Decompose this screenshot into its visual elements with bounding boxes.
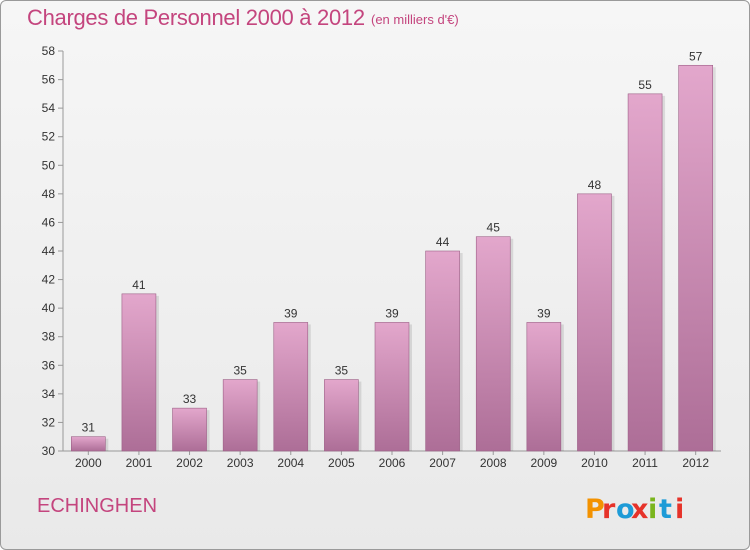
x-tick-label: 2006 — [379, 456, 406, 470]
y-tick-label: 50 — [42, 158, 56, 172]
y-tick-label: 38 — [42, 330, 56, 344]
data-label: 45 — [487, 221, 501, 235]
bar — [526, 322, 562, 452]
bar — [172, 407, 207, 452]
logo-letter: i — [675, 494, 684, 525]
x-tick-label: 2005 — [328, 456, 355, 470]
commune-name: ECHINGHEN — [37, 495, 158, 517]
bar — [71, 436, 106, 452]
chart-subtitle: (en milliers d'€) — [371, 12, 459, 27]
logo-letter: i — [648, 494, 657, 525]
data-label: 57 — [689, 49, 703, 63]
data-label: 39 — [537, 306, 551, 320]
logo-letter: x — [631, 494, 648, 525]
y-tick-label: 32 — [42, 415, 56, 429]
y-tick-label: 58 — [42, 44, 56, 58]
bar — [273, 322, 309, 452]
bar — [121, 293, 157, 452]
y-tick-label: 44 — [42, 244, 56, 258]
x-tick-label: 2009 — [530, 456, 557, 470]
x-tick-label: 2002 — [176, 456, 203, 470]
data-label: 39 — [385, 306, 399, 320]
bar — [577, 193, 612, 452]
x-tick-label: 2011 — [632, 456, 658, 470]
x-tick-label: 2008 — [480, 456, 507, 470]
bar — [425, 250, 460, 452]
bar — [678, 64, 713, 452]
data-label: 31 — [82, 421, 96, 435]
bar — [324, 379, 359, 452]
y-tick-label: 34 — [42, 387, 56, 401]
y-tick-label: 30 — [42, 444, 56, 458]
data-label: 39 — [284, 306, 298, 320]
data-label: 33 — [183, 392, 197, 406]
y-tick-label: 48 — [42, 187, 56, 201]
x-tick-label: 2004 — [277, 456, 304, 470]
proxiti-logo: Pr ox i t i — [585, 494, 684, 525]
x-tick-label: 2012 — [682, 456, 709, 470]
x-tick-label: 2010 — [581, 456, 608, 470]
data-label: 35 — [335, 364, 349, 378]
bar — [475, 236, 511, 452]
data-label: 41 — [132, 278, 146, 292]
data-label: 48 — [588, 178, 602, 192]
data-label: 35 — [233, 364, 247, 378]
logo-letter: r — [602, 494, 616, 525]
bar — [374, 322, 410, 452]
data-label: 44 — [436, 235, 450, 249]
y-tick-label: 56 — [42, 73, 56, 87]
y-tick-label: 52 — [42, 130, 56, 144]
logo-letter: P — [585, 494, 605, 525]
x-tick-label: 2000 — [75, 456, 102, 470]
bar — [222, 379, 258, 452]
bar — [627, 93, 663, 452]
x-tick-label: 2001 — [126, 456, 153, 470]
logo-letter: t — [659, 494, 672, 525]
y-tick-label: 54 — [42, 101, 56, 115]
x-tick-label: 2007 — [429, 456, 456, 470]
y-tick-label: 42 — [42, 273, 56, 287]
data-label: 55 — [638, 78, 652, 92]
y-tick-label: 40 — [42, 301, 56, 315]
x-tick-label: 2003 — [227, 456, 254, 470]
logo-letter: o — [616, 494, 635, 525]
y-tick-label: 46 — [42, 215, 56, 229]
chart-title: Charges de Personnel 2000 à 2012 — [27, 5, 365, 30]
y-tick-label: 36 — [42, 358, 56, 372]
